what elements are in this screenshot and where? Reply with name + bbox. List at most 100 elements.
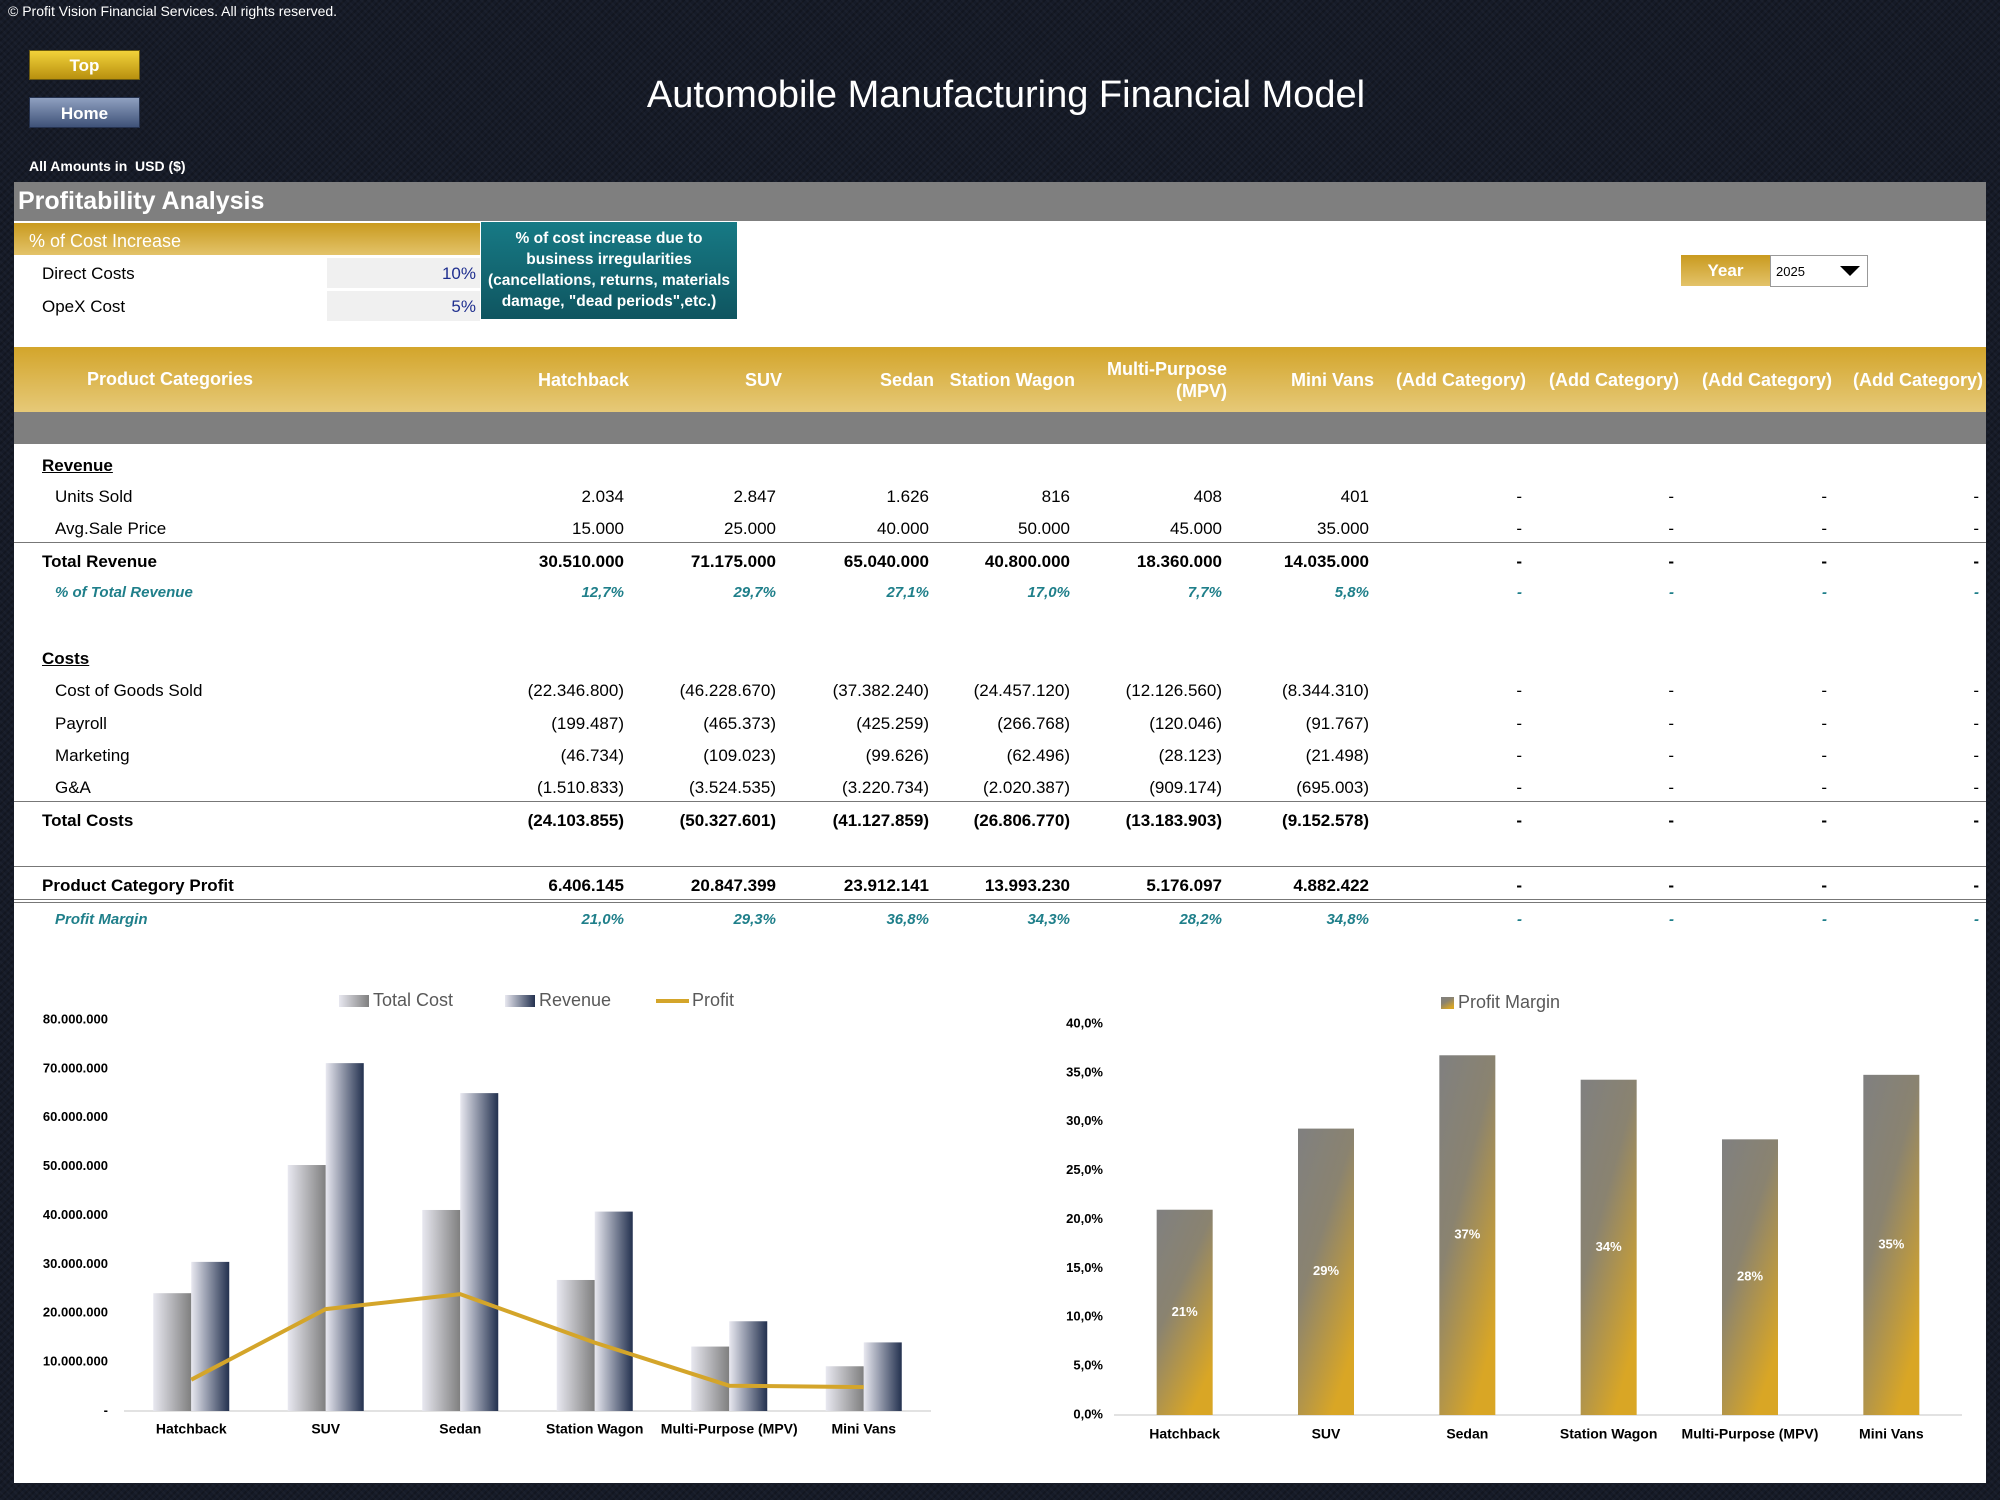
dropdown-arrow[interactable]: [1838, 263, 1862, 279]
cell-value: -: [1668, 487, 1674, 506]
bar: [422, 1209, 461, 1411]
x-tick-label: Sedan: [1446, 1426, 1488, 1442]
cell-value: 12,7%: [581, 584, 624, 601]
section-bar: [14, 182, 1986, 221]
x-tick-label: Sedan: [439, 1421, 481, 1437]
bar: [1863, 1074, 1920, 1415]
cell-value: -: [1821, 519, 1827, 538]
y-tick-label: 10.000.000: [43, 1354, 108, 1369]
cell-value: -: [1822, 584, 1827, 601]
cell-value: -: [1973, 519, 1979, 538]
header-cell: (Add Category): [1853, 370, 1983, 390]
profit-line: [190, 1292, 864, 1390]
cell-value: -: [1821, 876, 1827, 895]
cell-value: -: [1821, 746, 1827, 765]
cell-value: -: [1973, 746, 1979, 765]
header-cell: (Add Category): [1549, 370, 1679, 390]
cell-value: -: [1821, 681, 1827, 700]
section-title: Profitability Analysis: [18, 187, 265, 215]
y-tick-label: 25,0%: [1066, 1162, 1103, 1177]
cell-value: -: [1973, 778, 1979, 797]
input-label: Direct Costs: [42, 264, 135, 283]
top-button[interactable]: Top: [29, 50, 140, 80]
cell-value: (28.123): [1158, 746, 1222, 765]
row-label: Marketing: [55, 746, 130, 765]
cell-value: 40.000: [877, 519, 929, 538]
cell-value: (465.373): [703, 714, 776, 733]
x-tick-label: Mini Vans: [831, 1421, 896, 1437]
bar: [287, 1165, 326, 1411]
input-cell: [327, 291, 480, 321]
cell-value: -: [1516, 778, 1522, 797]
cell-value: 5,8%: [1334, 584, 1369, 601]
y-tick-label: 60.000.000: [43, 1109, 108, 1124]
row-label: Revenue: [42, 456, 113, 475]
row-label: Units Sold: [55, 487, 133, 506]
cell-value: 4.882.422: [1293, 876, 1369, 895]
y-tick-label: 70.000.000: [43, 1060, 108, 1075]
y-tick-label: 0,0%: [1073, 1406, 1103, 1421]
cell-value: 28,2%: [1179, 911, 1222, 928]
cell-value: 1.626: [886, 487, 929, 506]
input-label: OpeX Cost: [42, 297, 126, 316]
value-label: 28%: [1737, 1269, 1763, 1284]
cell-value: -: [1517, 911, 1522, 928]
y-tick-label: -: [104, 1402, 108, 1417]
y-tick-label: 35,0%: [1066, 1064, 1103, 1079]
x-tick-label: SUV: [311, 1421, 340, 1437]
cell-value: 2.847: [733, 487, 776, 506]
cell-value: (199.487): [551, 714, 624, 733]
x-tick-label: Station Wagon: [546, 1421, 643, 1437]
x-tick-label: Hatchback: [1149, 1426, 1220, 1442]
cell-value: (62.496): [1006, 746, 1070, 765]
cell-value: (41.127.859): [832, 811, 929, 830]
legend-label: Profit: [692, 990, 734, 1010]
cell-value: (50.327.601): [679, 811, 776, 830]
y-tick-label: 30.000.000: [43, 1256, 108, 1271]
cell-value: (425.259): [856, 714, 929, 733]
row-label: Product Category Profit: [42, 876, 234, 895]
bar: [1298, 1128, 1354, 1415]
year-label: Year: [1707, 261, 1744, 280]
cell-value: -: [1668, 746, 1674, 765]
legend-label: Total Cost: [373, 990, 453, 1010]
value-label: 34%: [1596, 1239, 1622, 1254]
cost-increase-title: % of Cost Increase: [29, 231, 182, 251]
cell-value: -: [1822, 911, 1827, 928]
x-tick-label: Station Wagon: [1560, 1426, 1657, 1442]
rule: [14, 866, 1986, 867]
bar: [460, 1093, 499, 1411]
row-label: G&A: [55, 778, 91, 797]
cell-value: 816: [1041, 487, 1070, 506]
bar: [1156, 1209, 1213, 1415]
cell-value: (909.174): [1149, 778, 1222, 797]
table-subheader-band: [14, 412, 1986, 444]
cell-value: 50.000: [1018, 519, 1070, 538]
cell-value: -: [1669, 911, 1674, 928]
header-cell: Station Wagon: [949, 370, 1075, 390]
legend-label: Profit Margin: [1458, 992, 1560, 1012]
legend-label: Revenue: [539, 990, 611, 1010]
input-value: 10%: [441, 264, 476, 283]
cell-value: -: [1973, 714, 1979, 733]
bar: [191, 1261, 230, 1411]
cell-value: -: [1517, 584, 1522, 601]
cell-value: 36,8%: [886, 911, 929, 928]
cell-value: (99.626): [865, 746, 929, 765]
cell-value: 29,7%: [733, 584, 776, 601]
home-button[interactable]: Home: [29, 97, 140, 128]
cell-value: -: [1821, 714, 1827, 733]
cell-value: 40.800.000: [984, 552, 1070, 571]
cell-value: 6.406.145: [548, 876, 624, 895]
x-tick-label: SUV: [1312, 1426, 1341, 1442]
cell-value: (3.220.734): [842, 778, 929, 797]
cell-value: -: [1669, 584, 1674, 601]
value-label: 37%: [1454, 1227, 1480, 1242]
cell-value: -: [1821, 811, 1827, 830]
bar: [325, 1063, 364, 1411]
header-cell: SUV: [744, 370, 782, 390]
year-value[interactable]: 2025: [1776, 264, 1805, 279]
cell-value: -: [1516, 876, 1522, 895]
row-label: Profit Margin: [55, 911, 148, 928]
row-label: Cost of Goods Sold: [55, 681, 203, 700]
